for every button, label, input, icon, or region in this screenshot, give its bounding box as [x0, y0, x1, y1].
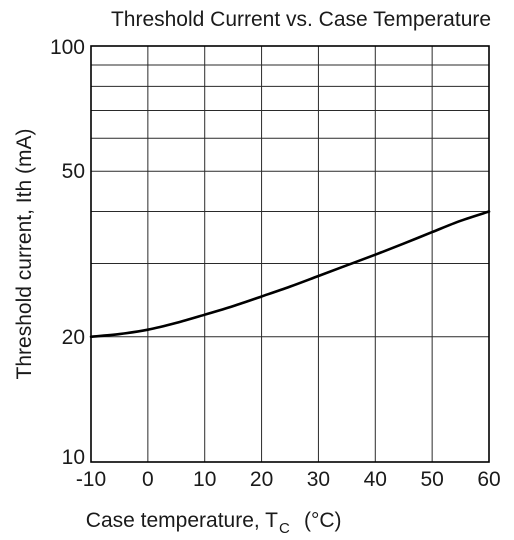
- y-tick-label: 100: [50, 36, 85, 59]
- x-tick-label: 30: [307, 468, 330, 491]
- plot-frame: [90, 45, 490, 463]
- y-axis-label: Threshold current, Ith (mA): [13, 129, 36, 380]
- x-tick-label: 60: [477, 468, 500, 491]
- x-tick-label: 10: [193, 468, 216, 491]
- x-tick-label: -10: [76, 468, 106, 491]
- x-tick-labels: -10 0 10 20 30 40 50 60: [76, 468, 501, 491]
- x-tick-label: 0: [142, 468, 154, 491]
- y-tick-label: 20: [62, 326, 85, 349]
- x-tick-label: 20: [250, 468, 273, 491]
- grid: [91, 46, 489, 462]
- x-axis-label-main: Case temperature, T: [86, 509, 278, 532]
- x-axis-label-subscript: C: [279, 520, 290, 537]
- y-tick-label: 50: [62, 160, 85, 183]
- y-tick-label: 10: [62, 446, 85, 469]
- x-axis-label-unit: (°C): [304, 509, 342, 532]
- chart-title: Threshold Current vs. Case Temperature: [111, 8, 491, 31]
- x-tick-label: 50: [420, 468, 443, 491]
- x-axis-label: Case temperature, T: [86, 509, 278, 532]
- x-tick-label: 40: [364, 468, 387, 491]
- y-tick-labels: 10 20 50 100: [50, 36, 85, 469]
- threshold-current-curve: [89, 210, 491, 339]
